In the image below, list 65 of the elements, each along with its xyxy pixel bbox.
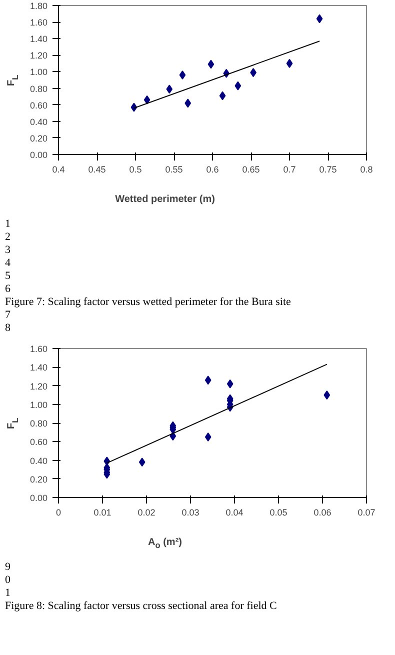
point: [208, 60, 214, 69]
text: 2: [5, 231, 12, 244]
text: 1: [5, 587, 12, 600]
x-tick-label: 0.45: [88, 164, 106, 174]
point: [184, 98, 192, 108]
text: 1: [5, 218, 12, 231]
x-axis-title: A$_{o}$ (m²): [147, 536, 183, 552]
y-tick-label: 0.20: [30, 474, 48, 485]
x-tick-label: 0.06: [314, 508, 332, 518]
caption: Figure 8: Scaling factor versus cross sectional area for field C: [5, 600, 277, 614]
text: 5: [5, 270, 12, 283]
x-tick-label: 0.05: [270, 508, 288, 518]
y-tick-label: 1.00: [30, 67, 48, 78]
x-tick-label: 0.75: [319, 164, 337, 174]
point: [138, 458, 146, 467]
y-tick-label: 0.80: [30, 84, 48, 94]
x-tick-label: 0.01: [94, 508, 112, 518]
x-tick-label: 0.04: [226, 508, 244, 518]
x-tick-label: 0.6: [206, 164, 219, 174]
y-tick-label: 0.60: [30, 437, 48, 448]
y-tick-label: 1.20: [30, 50, 48, 61]
point: [204, 432, 212, 442]
point: [324, 390, 330, 400]
x-tick-label: 0.7: [283, 164, 296, 174]
x-tick-label: 0.65: [242, 164, 260, 174]
y-tick-label: 0.40: [30, 456, 48, 466]
y-tick-label: 1.60: [30, 18, 48, 28]
y-tick-label: 0.80: [30, 418, 48, 429]
point: [226, 380, 234, 389]
x-tick-label: 0.4: [52, 164, 65, 174]
y-tick-label: 1.20: [30, 381, 48, 392]
y-tick-label: 1.40: [30, 34, 48, 44]
y-tick-label: 0.20: [30, 133, 48, 144]
x-tick-label: 0.5: [129, 164, 142, 174]
point: [166, 84, 173, 94]
text: 8: [5, 322, 12, 335]
x-tick-label: 0.02: [138, 508, 156, 518]
y-tick-label: 1.00: [30, 400, 48, 410]
y-tick-label: 1.80: [30, 1, 48, 11]
text: 0: [5, 574, 12, 588]
point: [179, 70, 186, 80]
y-tick-label: 0.60: [30, 100, 48, 110]
text: 3: [5, 244, 12, 257]
x-tick-label: 0.55: [165, 164, 183, 174]
point: [316, 14, 323, 24]
caption: Figure 7: Scaling factor versus wetted perimeter for the Bura site: [5, 296, 291, 309]
x-axis-title: Wetted perimeter (m): [114, 193, 216, 207]
x-tick-label: 0.03: [182, 508, 200, 518]
x-tick-label: 0.07: [358, 508, 376, 518]
text: 4: [5, 257, 12, 270]
text: 6: [5, 283, 12, 296]
y-tick-label: 0.00: [30, 493, 48, 504]
x-tick-label: 0: [56, 508, 62, 518]
point: [286, 58, 293, 68]
point: [219, 91, 226, 100]
y-tick-label: 1.40: [30, 362, 48, 373]
x-tick-label: 0.8: [360, 164, 373, 174]
text: 9: [5, 561, 12, 574]
text: 7: [5, 309, 12, 322]
y-tick-label: 0.00: [30, 150, 48, 160]
y-tick-label: 0.40: [30, 116, 48, 127]
y-tick-label: 1.60: [30, 344, 48, 354]
point: [144, 95, 150, 104]
point: [234, 81, 242, 90]
point: [204, 376, 212, 385]
